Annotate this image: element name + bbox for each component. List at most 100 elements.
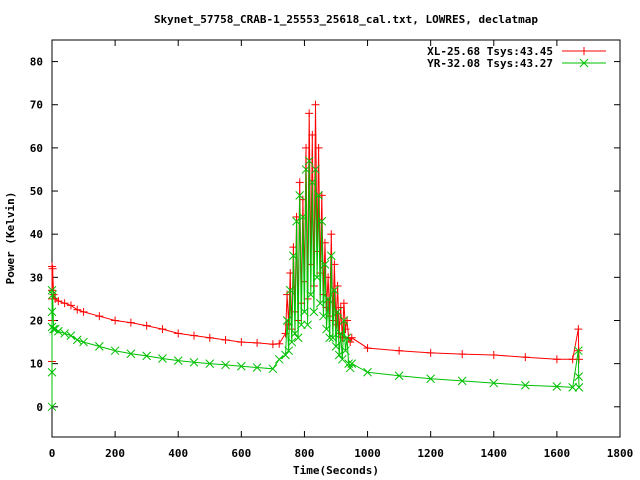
x-tick-label: 1000	[354, 447, 381, 460]
data-point	[48, 262, 56, 271]
x-tick-label: 1600	[544, 447, 571, 460]
data-point	[574, 383, 584, 392]
series-line	[51, 160, 580, 407]
x-tick-label: 1400	[481, 447, 508, 460]
data-point	[292, 216, 301, 226]
data-point	[315, 298, 325, 308]
data-point	[66, 301, 75, 310]
data-point	[327, 230, 336, 239]
data-point	[347, 333, 356, 342]
plot-frame	[51, 39, 621, 438]
y-tick-label: 80	[30, 56, 43, 69]
x-tick-label: 800	[295, 447, 315, 460]
data-point	[319, 311, 328, 321]
data-point	[574, 325, 583, 334]
chart-title: Skynet_57758_CRAB-1_25553_25618_cal.txt,…	[154, 13, 538, 26]
data-point	[489, 378, 499, 388]
data-point	[296, 320, 306, 330]
data-point	[95, 312, 104, 321]
data-point	[142, 351, 152, 361]
data-point	[552, 355, 561, 364]
data-point	[320, 260, 330, 269]
legend-label: XL-25.68 Tsys:43.45	[427, 45, 553, 58]
data-point	[314, 190, 323, 200]
x-tick-label: 600	[231, 447, 251, 460]
y-tick-label: 10	[30, 358, 43, 371]
data-point	[174, 329, 183, 338]
data-point	[47, 367, 57, 377]
x-axis: 0 200 400 600 800 1000 1200 1400 1600 1800	[49, 40, 633, 460]
data-point	[66, 331, 76, 340]
y-axis-label: Power (Kelvin)	[4, 192, 17, 285]
data-point	[331, 342, 341, 351]
data-point	[314, 143, 323, 152]
data-point	[336, 303, 345, 312]
x-tick-label: 0	[49, 447, 56, 460]
y-tick-label: 0	[36, 401, 43, 414]
data-point	[334, 350, 344, 360]
data-point	[520, 380, 530, 390]
data-point	[73, 305, 82, 314]
x-axis-label: Time(Seconds)	[293, 464, 379, 477]
x-tick-label: 200	[105, 447, 125, 460]
data-point	[521, 353, 530, 362]
data-point	[489, 351, 498, 360]
data-point	[289, 251, 298, 261]
y-tick-label: 30	[30, 271, 43, 284]
data-point	[126, 349, 136, 359]
data-point	[49, 324, 58, 334]
data-point	[328, 333, 338, 343]
data-point	[79, 337, 88, 347]
data-point	[47, 402, 57, 412]
data-point	[333, 281, 342, 290]
data-point	[205, 359, 215, 368]
data-point	[426, 374, 436, 384]
data-point	[290, 329, 300, 338]
data-point	[126, 318, 135, 327]
data-point	[311, 165, 320, 174]
data-point	[339, 299, 348, 308]
data-point	[94, 342, 104, 351]
data-point	[305, 109, 314, 118]
data-point	[237, 338, 246, 347]
data-point	[325, 333, 335, 343]
data-point	[253, 338, 262, 347]
series-layer	[47, 100, 584, 412]
data-point	[252, 363, 262, 372]
data-point	[323, 294, 333, 304]
data-point	[221, 335, 230, 344]
data-point	[287, 337, 297, 347]
data-point	[281, 350, 290, 360]
data-point	[307, 178, 317, 187]
data-point	[236, 361, 246, 371]
data-point	[312, 272, 322, 282]
data-point	[295, 190, 305, 200]
data-point	[158, 354, 167, 363]
data-point	[282, 316, 292, 325]
data-point	[303, 320, 312, 330]
data-point	[293, 333, 303, 343]
data-point	[347, 359, 357, 368]
y-tick-label: 50	[30, 185, 43, 198]
data-point	[363, 344, 372, 353]
data-point	[72, 335, 82, 345]
series-1	[48, 100, 583, 366]
data-point	[308, 130, 317, 139]
data-point	[158, 325, 167, 334]
data-point	[574, 355, 583, 364]
data-point	[395, 346, 404, 355]
data-point	[274, 354, 284, 364]
data-point	[275, 339, 284, 348]
data-point	[317, 216, 327, 226]
data-point	[552, 382, 562, 391]
data-point	[111, 316, 120, 325]
data-point	[48, 290, 57, 299]
data-point	[311, 100, 320, 109]
y-tick-label: 40	[30, 228, 43, 241]
data-point	[330, 285, 339, 295]
x-tick-label: 1200	[417, 447, 444, 460]
data-point	[300, 307, 309, 317]
legend-marker	[580, 47, 588, 55]
data-point	[309, 307, 319, 317]
